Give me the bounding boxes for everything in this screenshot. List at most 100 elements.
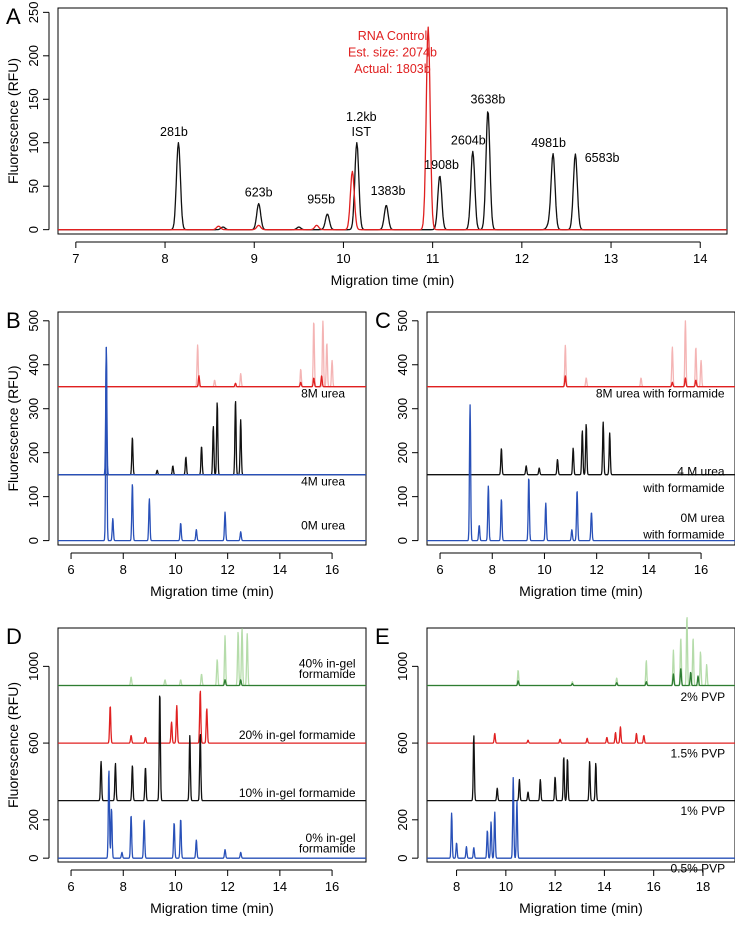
x-tick-label: 16 [325, 562, 339, 577]
trace-rna-control [58, 26, 727, 231]
peak-label: 955b [307, 193, 335, 207]
y-tick-label: 600 [395, 732, 410, 754]
panel-letter-a: A [6, 4, 21, 29]
trace-label: 10% in-gel formamide [239, 786, 356, 800]
x-tick-label: 12 [220, 879, 234, 894]
y-tick-label: 200 [26, 45, 41, 67]
x-axis-title: Migration time (min) [519, 900, 643, 916]
x-tick-label: 14 [273, 562, 287, 577]
y-tick-label: 0 [395, 855, 410, 862]
plot-frame [57, 7, 728, 235]
y-tick-label: 250 [26, 1, 41, 23]
peak-label: 281b [160, 125, 188, 139]
y-tick-label: 0 [26, 855, 41, 862]
plot-frame [426, 627, 735, 863]
trace-20-in-gel-formamide [57, 690, 367, 744]
x-tick-label: 8 [453, 879, 460, 894]
y-tick-label: 50 [26, 179, 41, 193]
trace-label: 40% in-gel [299, 656, 356, 670]
peak-label: 1.2kb [346, 110, 377, 124]
trace-40-in-gel-formamide [57, 679, 367, 687]
trace-label: 2% PVP [680, 690, 725, 704]
peak-label: 623b [245, 186, 273, 200]
peak-label: 6583b [585, 151, 620, 165]
x-tick-label: 14 [597, 879, 611, 894]
y-tick-label: 0 [26, 537, 41, 544]
x-tick-label: 12 [220, 562, 234, 577]
trace-label: formamide [299, 667, 356, 681]
trace-label: 4 M urea [677, 465, 725, 479]
panel-letter-c: C [375, 308, 391, 333]
x-tick-label: 12 [548, 879, 562, 894]
plot-frame [426, 311, 735, 546]
x-tick-label: 6 [67, 879, 74, 894]
x-tick-label: 14 [693, 251, 707, 266]
x-tick-label: 8 [120, 562, 127, 577]
panel-a: 7 8 9 10 11 12 13 14 Migration time (min) 0 50 100 1… [5, 1, 728, 288]
y-tick-label: 500 [26, 310, 41, 332]
trace-ladder [58, 111, 727, 231]
trace-8m-formamide [426, 375, 735, 388]
y-tick-label: 300 [395, 398, 410, 420]
trace-label: 4M urea [301, 475, 345, 489]
peak-label: 4981b [531, 136, 566, 150]
trace-label: 0M urea [301, 519, 345, 533]
plot-frame [57, 311, 367, 546]
trace-4m-formamide [426, 421, 735, 476]
y-axis-title: Fluorescence (RFU) [5, 58, 21, 184]
y-tick-label: 1000 [395, 652, 410, 681]
y-tick-label: 200 [395, 809, 410, 831]
y-axis-title: Fluorescence (RFU) [5, 365, 21, 491]
peak-label: 2604b [451, 133, 486, 147]
x-axis-title: Migration time (min) [150, 583, 274, 599]
x-tick-label: 8 [489, 562, 496, 577]
trace-0-5-pvp [426, 776, 735, 859]
x-tick-label: 10 [537, 562, 551, 577]
y-tick-label: 400 [395, 354, 410, 376]
x-tick-label: 10 [336, 251, 350, 266]
trace-0m-formamide [426, 404, 735, 542]
x-tick-label: 16 [646, 879, 660, 894]
x-tick-label: 11 [426, 251, 440, 266]
trace-label: 0M urea [681, 511, 725, 525]
x-axis-title: Migration time (min) [150, 900, 274, 916]
trace-label: with formamide [642, 481, 725, 495]
trace-label: 1% PVP [680, 804, 725, 818]
trace-8m-urea [57, 375, 367, 388]
trace-label: 0% in-gel [306, 831, 356, 845]
x-tick-label: 6 [67, 562, 74, 577]
x-tick-label: 12 [515, 251, 529, 266]
peak-label: RNA Control [358, 29, 427, 43]
y-tick-label: 100 [26, 486, 41, 508]
panel-letter-d: D [6, 624, 22, 649]
x-tick-label: 14 [273, 879, 287, 894]
panel-d: 6 8 10 12 14 16 Migration time (min) 0 200 600 100… [5, 624, 367, 916]
x-tick-label: 10 [168, 562, 182, 577]
y-tick-label: 0 [395, 537, 410, 544]
trace-0-in-gel-formamide [57, 770, 367, 859]
x-tick-label: 6 [436, 562, 443, 577]
y-tick-label: 400 [26, 354, 41, 376]
trace-8m-formamide-faint [426, 320, 735, 388]
trace-8m-urea-faint [57, 320, 367, 388]
y-tick-label: 0 [26, 226, 41, 233]
trace-label: formamide [299, 841, 356, 855]
trace-label: with formamide [642, 527, 725, 541]
y-tick-label: 200 [26, 809, 41, 831]
x-tick-label: 10 [168, 879, 182, 894]
x-tick-label: 16 [325, 879, 339, 894]
y-tick-label: 600 [26, 732, 41, 754]
x-tick-label: 16 [694, 562, 708, 577]
x-axis-title: Migration time (min) [519, 583, 643, 599]
plot-frame [57, 627, 367, 863]
y-tick-label: 150 [26, 88, 41, 110]
panel-b: 6 8 10 12 14 16 Migration time (min) 0 100 200 300… [5, 308, 367, 599]
x-tick-label: 7 [72, 251, 79, 266]
y-tick-label: 100 [395, 486, 410, 508]
trace-label: 8M urea [301, 387, 345, 401]
x-tick-label: 8 [120, 879, 127, 894]
trace-label: 20% in-gel formamide [239, 728, 356, 742]
x-tick-label: 18 [696, 879, 710, 894]
trace-4m-urea [57, 400, 367, 476]
